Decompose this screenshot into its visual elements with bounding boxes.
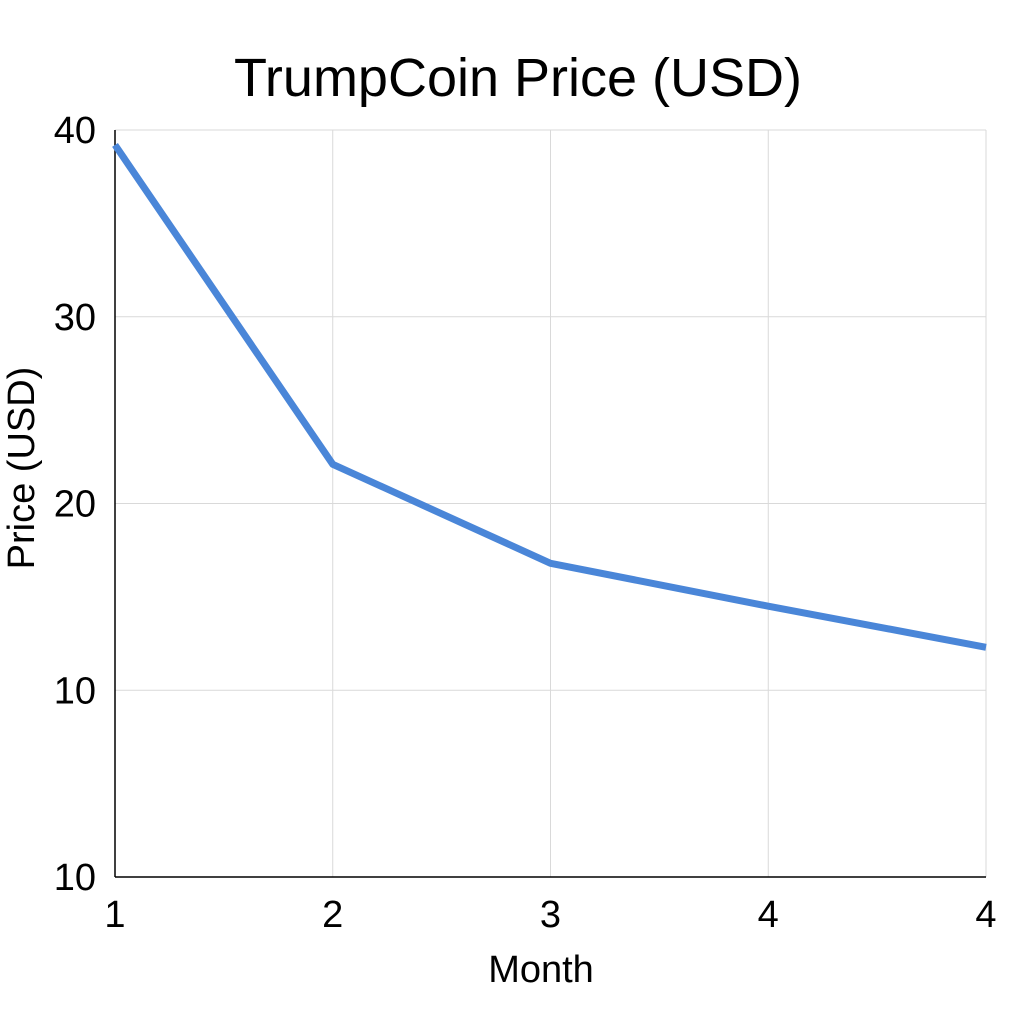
- grid: [115, 129, 987, 877]
- y-tick-label: 40: [54, 110, 96, 152]
- y-tick-label: 30: [54, 297, 96, 339]
- y-tick-label: 20: [54, 484, 96, 526]
- y-tick-label: 10: [54, 857, 96, 899]
- axes: [114, 130, 986, 878]
- x-axis-label: Month: [488, 949, 594, 991]
- x-tick-label: 2: [322, 894, 343, 936]
- x-tick-label: 1: [104, 894, 125, 936]
- x-tick-label: 3: [540, 894, 561, 936]
- x-tick-label: 4: [975, 894, 996, 936]
- y-axis-label: Price (USD): [1, 367, 43, 570]
- x-tick-label: 4: [758, 894, 779, 936]
- chart-title: TrumpCoin Price (USD): [234, 48, 802, 108]
- series-layer: [112, 142, 987, 651]
- labels: TrumpCoin Price (USD) Month Price (USD) …: [1, 48, 997, 991]
- y-tick-label: 10: [54, 670, 96, 712]
